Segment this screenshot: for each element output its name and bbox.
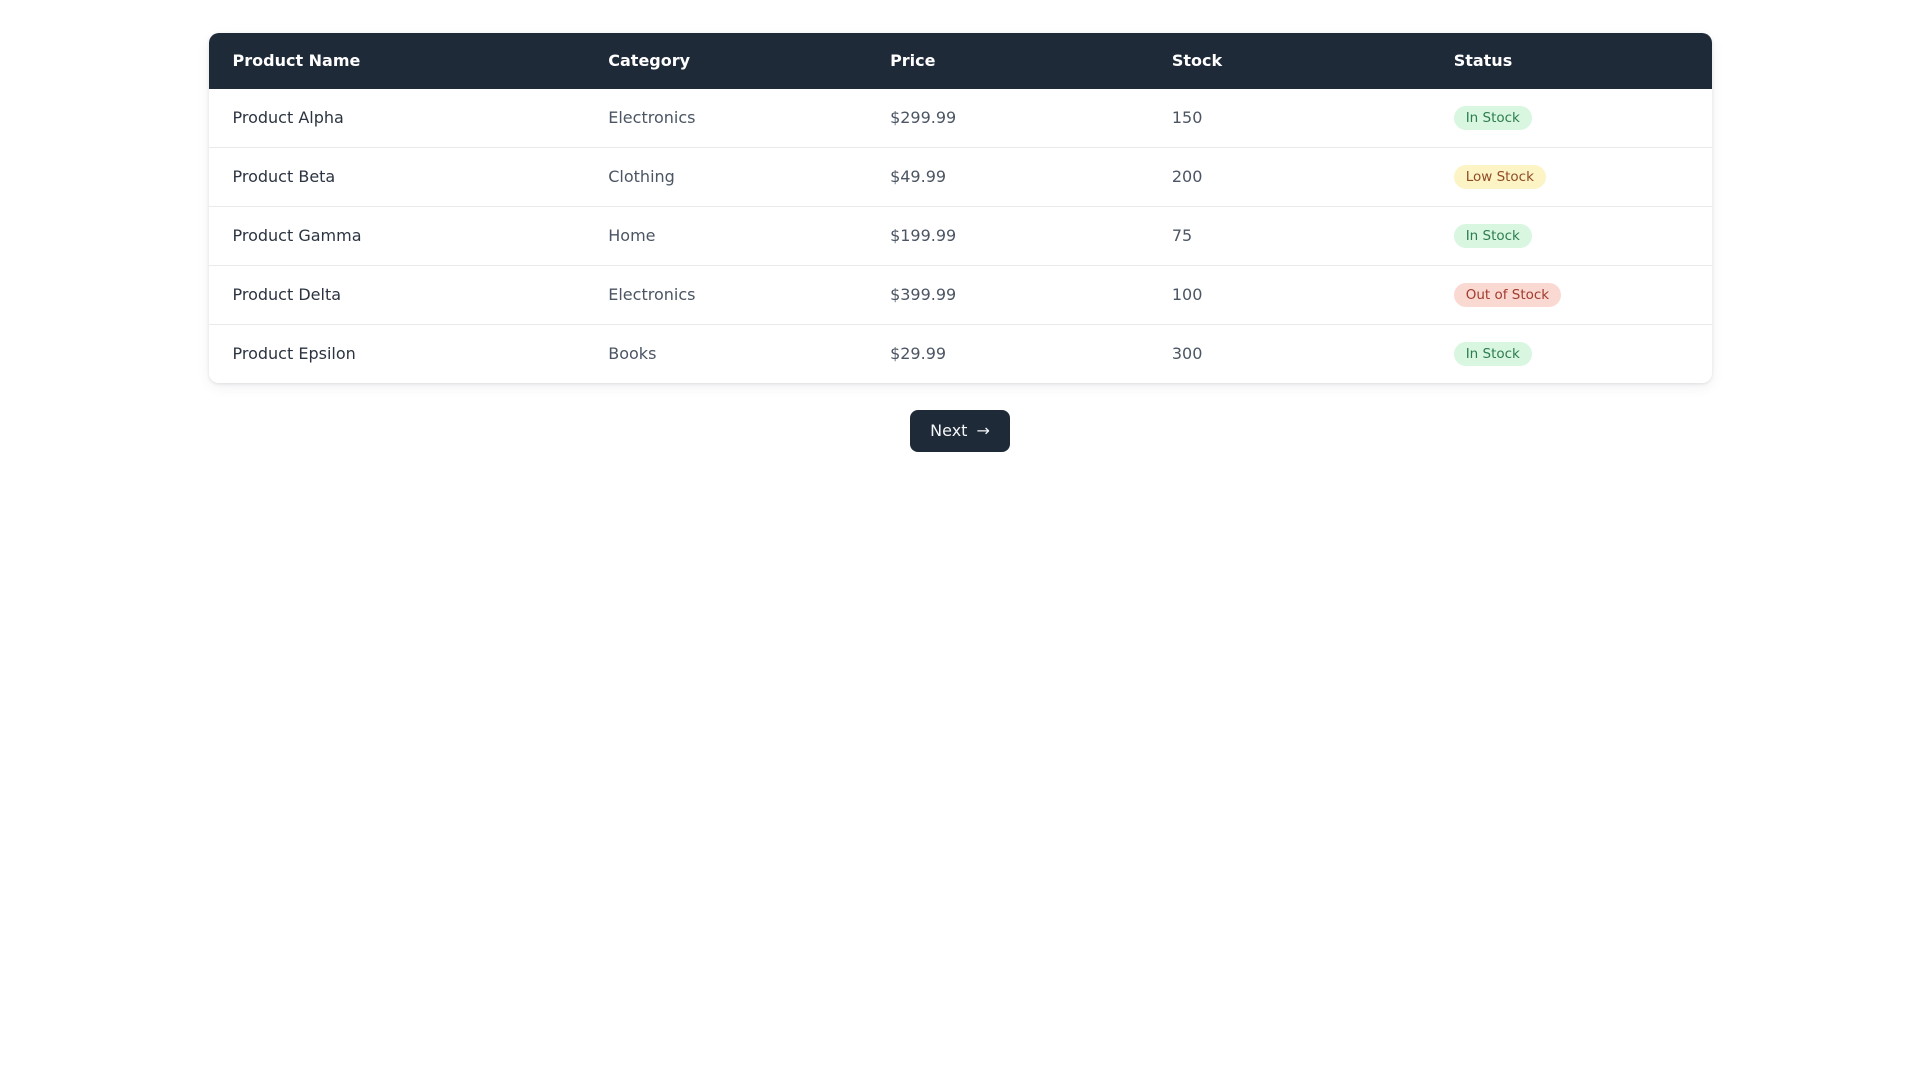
table-header: Product Name Category Price Stock Status	[208, 33, 1712, 89]
product-name-cell: Product Delta	[208, 265, 585, 325]
table-header-row: Product Name Category Price Stock Status	[208, 33, 1712, 89]
products-table: Product Name Category Price Stock Status…	[208, 33, 1712, 383]
table-row: Product Delta Electronics $399.99 100 Ou…	[208, 265, 1712, 325]
stock-cell: 200	[1147, 147, 1430, 207]
column-header-category: Category	[608, 51, 691, 70]
next-button-label: Next	[930, 421, 968, 440]
product-name-cell: Product Beta	[208, 147, 585, 207]
column-header-stock: Stock	[1171, 51, 1223, 70]
stock-cell: 150	[1147, 89, 1430, 148]
status-cell: In Stock	[1429, 89, 1712, 148]
pagination-row: Next →	[0, 410, 1920, 452]
price-cell: $399.99	[866, 265, 1148, 325]
status-badge: Out of Stock	[1453, 283, 1562, 307]
column-header-status: Status	[1453, 51, 1513, 70]
category-cell: Electronics	[584, 265, 867, 325]
product-name-cell: Product Gamma	[208, 206, 585, 266]
column-header-price: Price	[890, 51, 936, 70]
stock-cell: 75	[1147, 206, 1430, 266]
status-cell: Low Stock	[1429, 147, 1712, 207]
price-cell: $49.99	[866, 147, 1148, 207]
column-header-product-name: Product Name	[232, 51, 361, 70]
table-row: Product Alpha Electronics $299.99 150 In…	[208, 89, 1712, 148]
status-cell: Out of Stock	[1429, 265, 1712, 325]
price-cell: $29.99	[866, 324, 1148, 383]
price-cell: $199.99	[866, 206, 1148, 266]
status-badge: In Stock	[1453, 342, 1532, 366]
stock-cell: 100	[1147, 265, 1430, 325]
status-badge: In Stock	[1453, 224, 1532, 248]
table-body: Product Alpha Electronics $299.99 150 In…	[208, 89, 1712, 383]
product-name-cell: Product Alpha	[208, 89, 585, 148]
category-cell: Clothing	[584, 147, 867, 207]
status-badge: Low Stock	[1453, 165, 1546, 189]
stock-cell: 300	[1147, 324, 1430, 383]
table-row: Product Beta Clothing $49.99 200 Low Sto…	[208, 147, 1712, 207]
products-table-card: Product Name Category Price Stock Status…	[208, 33, 1712, 383]
category-cell: Books	[584, 324, 867, 383]
category-cell: Home	[584, 206, 867, 266]
table-row: Product Gamma Home $199.99 75 In Stock	[208, 206, 1712, 266]
product-name-cell: Product Epsilon	[208, 324, 585, 383]
arrow-right-icon: →	[976, 421, 990, 440]
status-cell: In Stock	[1429, 324, 1712, 383]
category-cell: Electronics	[584, 89, 867, 148]
status-badge: In Stock	[1453, 106, 1532, 130]
price-cell: $299.99	[866, 89, 1148, 148]
table-row: Product Epsilon Books $29.99 300 In Stoc…	[208, 324, 1712, 383]
next-button[interactable]: Next →	[910, 410, 1010, 452]
status-cell: In Stock	[1429, 206, 1712, 266]
